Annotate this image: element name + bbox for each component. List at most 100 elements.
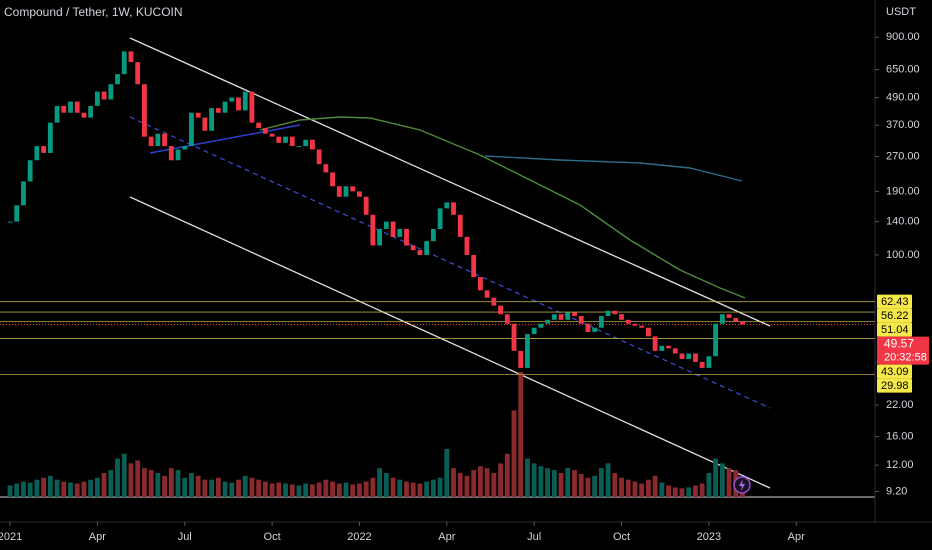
candle-body [424,241,430,255]
candle-body [437,208,443,229]
volume-bar [209,479,215,497]
price-label-box [877,336,929,365]
volume-bar [215,477,221,497]
candle-body [498,305,503,315]
volume-bar [195,475,201,497]
volume-bar [659,482,665,497]
level-label: 56.22 [881,310,909,322]
candle-body [195,112,201,118]
volume-bar [47,475,53,497]
volume-bar [477,466,483,497]
candle-body [350,186,356,192]
volume-bar [538,466,544,497]
candle-body [531,327,537,335]
y-tick-label: 12.00 [886,459,914,471]
volume-bar [719,463,725,497]
candle-body [504,314,510,324]
volume-bar [135,460,141,497]
candle-body [121,51,127,75]
volume-bar [175,470,181,497]
candle-body [377,228,383,246]
candle-body [612,310,618,315]
x-tick-label: Oct [613,531,630,543]
volume-bar [471,470,477,497]
candle-body [41,146,47,153]
x-tick-label: Jul [527,531,541,543]
volume-bar [61,481,67,497]
candle-body [598,316,604,328]
candle-body [141,84,147,137]
candle-body [639,325,645,328]
volume-bar [390,477,396,497]
volume-bar [558,472,564,497]
candle-body [719,314,725,324]
volume-bar [370,477,376,497]
candle-body [444,202,450,209]
volume-bar [525,458,530,497]
candle-body [61,105,67,113]
volume-bar [7,485,13,497]
volume-bar [182,477,188,497]
volume-bar [296,485,302,497]
x-tick-label: Apr [788,531,805,543]
icon-bolt[interactable] [739,479,745,491]
level-label-box [877,294,912,309]
volume-bar [645,479,651,497]
volume-bar [357,483,362,497]
candle-body [357,191,362,197]
volume-bar [68,482,73,497]
volume-bar [551,470,557,497]
candle-body [336,186,342,197]
candle-body [471,254,477,278]
volume-bar [504,453,510,497]
volume-bar [108,470,114,497]
volume-bar [168,468,174,497]
volume-bar [74,483,80,497]
volume-bar [343,482,349,497]
channel-upper [129,37,771,327]
level-label: 62.43 [881,296,909,308]
level-label-box [877,322,912,337]
candle-body [632,323,638,326]
candle-body [390,221,396,237]
volume-bar [202,479,208,497]
volume-bar [410,482,416,497]
candle-body [666,345,671,349]
volume-bar [189,472,194,497]
volume-bar [262,481,268,497]
candle-body [148,136,154,147]
candle-body [222,101,228,113]
volume-bar [34,479,40,497]
y-tick-label: 9.20 [886,485,907,497]
candle-body [47,122,53,153]
volume-bar [672,487,678,497]
volume-bar [713,458,719,497]
candle-body [81,112,87,118]
candle-body [309,139,315,150]
candle-body [94,91,100,106]
candle-body [706,356,712,368]
candle-body [115,74,120,85]
candle-body [276,136,282,143]
candle-body [182,146,188,150]
candle-body [54,105,60,123]
volume-bar [585,477,591,497]
volume-bar [269,483,275,497]
replay-icon[interactable] [733,476,751,494]
candle-body [733,317,739,322]
volume-bar [41,477,47,497]
moving-average [259,116,746,299]
volume-bar [693,485,698,497]
candle-body [740,321,745,325]
x-tick-label: 2022 [347,531,371,543]
channel-lower [129,196,771,489]
volume-bar [363,481,369,497]
candle-body [477,277,483,291]
candle-body [189,112,194,147]
candle-body [269,133,275,137]
x-tick-label: 2021 [0,531,22,543]
volume-bar [27,482,33,497]
volume-bar [336,483,342,497]
volume-bar [632,481,638,497]
